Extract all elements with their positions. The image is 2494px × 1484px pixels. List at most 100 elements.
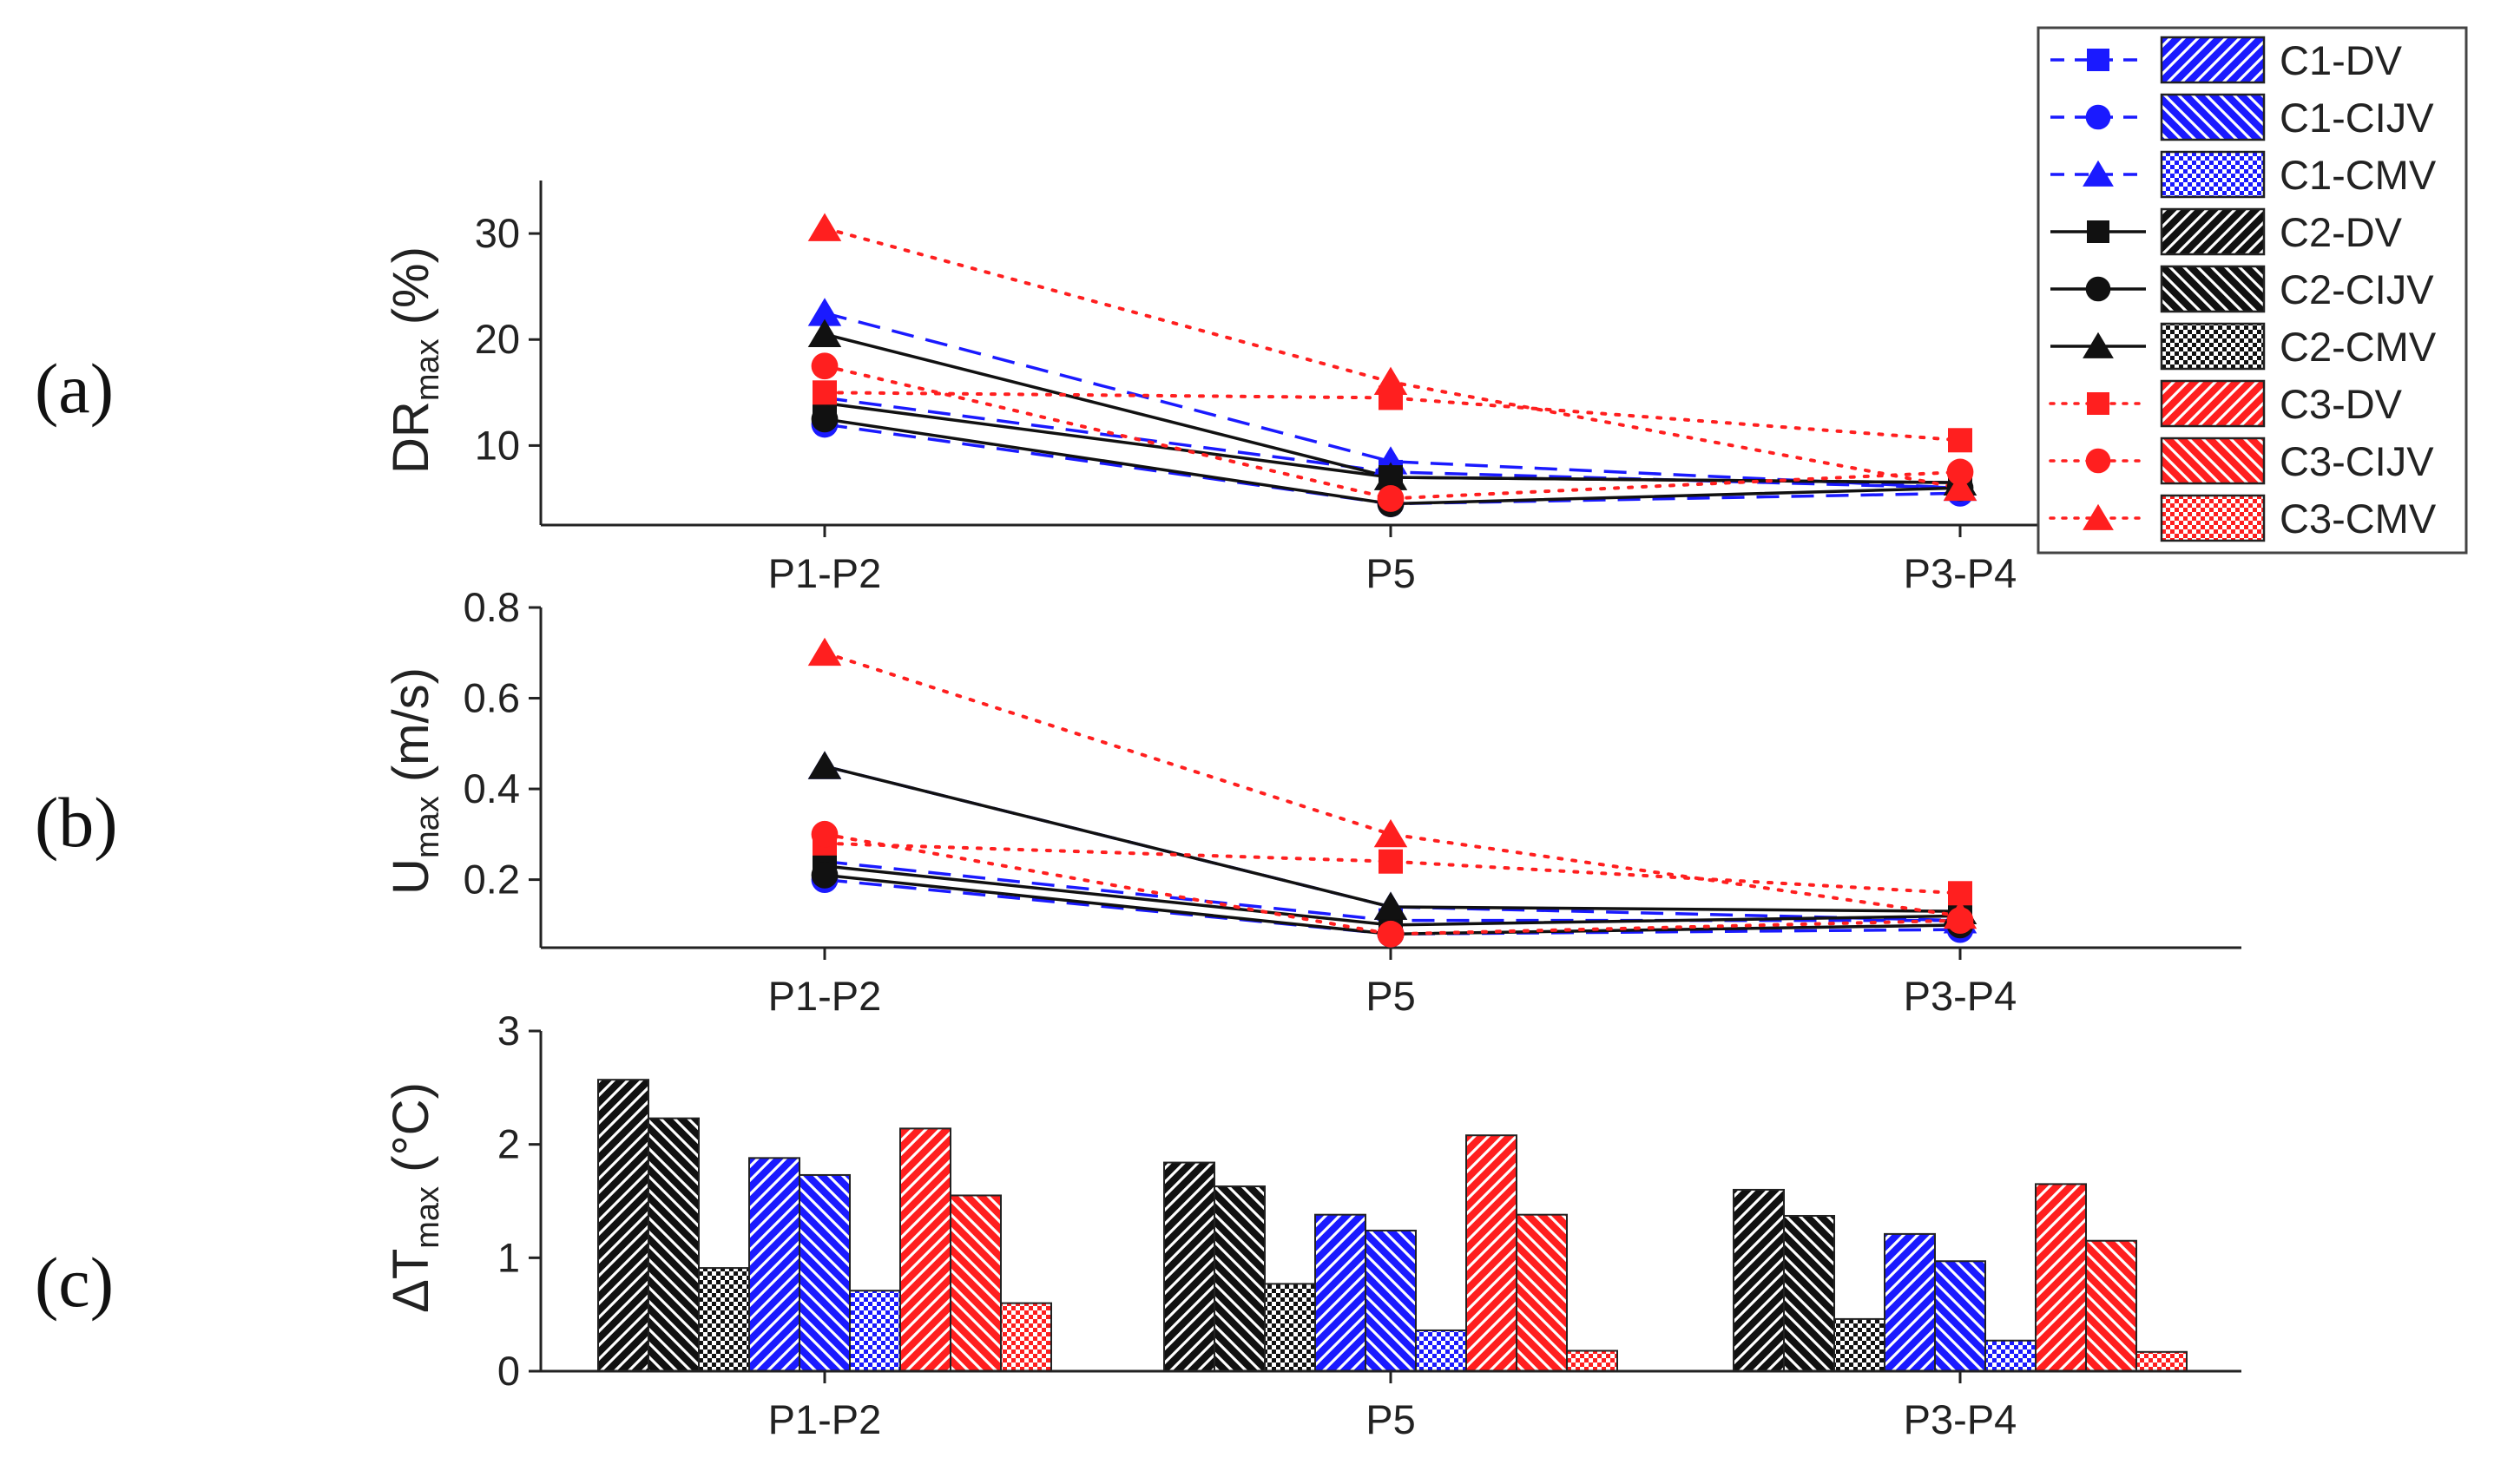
dt-bar-C3-CMV bbox=[1000, 1302, 1052, 1372]
dt-bar-C3-CIJV bbox=[950, 1194, 1002, 1373]
dt-bar-C2-CIJV bbox=[1214, 1185, 1266, 1372]
dt-ytick-label: 0 bbox=[497, 1348, 520, 1394]
legend-swatch-C2-CIJV bbox=[2160, 265, 2266, 313]
dr-xtick-label: P1-P2 bbox=[768, 550, 882, 596]
legend-label-C1-CMV: C1-CMV bbox=[2280, 152, 2437, 198]
dr-point-C3-DV bbox=[813, 380, 837, 405]
dr-point-C1-CMV bbox=[807, 298, 842, 326]
u-ytick-label: 0.6 bbox=[464, 675, 520, 721]
legend-swatch-C3-DV bbox=[2160, 379, 2266, 428]
legend-swatch-C3-CIJV bbox=[2160, 437, 2266, 485]
dr-point-C2-CIJV bbox=[811, 405, 839, 433]
legend-marker-C2-DV bbox=[2087, 220, 2109, 243]
dr-point-C3-DV bbox=[1948, 428, 1972, 453]
dr-ylabel: DRmax (%) bbox=[383, 246, 446, 474]
dt-bar-C2-CMV bbox=[1264, 1283, 1316, 1373]
dt-bar-C1-CIJV bbox=[1365, 1229, 1417, 1373]
dr-ytick-label: 10 bbox=[475, 422, 520, 468]
u-point-C3-CIJV bbox=[1377, 920, 1405, 948]
legend-marker-C1-CMV bbox=[2083, 160, 2114, 187]
dr-xtick-label: P3-P4 bbox=[1904, 550, 2017, 596]
dt-bar-C2-CMV bbox=[698, 1267, 750, 1373]
dt-bar-C2-CIJV bbox=[648, 1117, 700, 1372]
legend-label-C2-CMV: C2-CMV bbox=[2280, 324, 2437, 370]
legend-marker-C3-DV bbox=[2087, 392, 2109, 415]
dr-line-C3-CIJV bbox=[823, 364, 1962, 501]
dr-ytick-label: 30 bbox=[475, 210, 520, 256]
dt-bar-C3-CMV bbox=[1566, 1349, 1618, 1372]
dt-bar-C3-DV bbox=[1465, 1134, 1517, 1373]
u-point-C2-CMV bbox=[1373, 891, 1408, 920]
panel-label-b: (b) bbox=[35, 783, 118, 862]
legend-label-C1-DV: C1-DV bbox=[2280, 37, 2403, 83]
legend-swatch-C2-DV bbox=[2160, 207, 2266, 256]
panel-label-a: (a) bbox=[35, 349, 114, 428]
u-line-C3-DV bbox=[823, 841, 1962, 896]
legend-marker-C3-CIJV bbox=[2085, 448, 2111, 474]
dr-point-C2-CMV bbox=[1373, 462, 1408, 490]
dr-point-C3-CIJV bbox=[1946, 458, 1974, 486]
legend-label-C3-CMV: C3-CMV bbox=[2280, 496, 2437, 542]
legend-swatch-C1-CMV bbox=[2160, 150, 2266, 199]
u-ytick-label: 0.4 bbox=[464, 765, 520, 811]
legend-swatch-C1-CIJV bbox=[2160, 93, 2266, 141]
dt-bar-C1-CMV bbox=[849, 1290, 901, 1373]
u-ytick-label: 0.2 bbox=[464, 857, 520, 903]
dr-point-C3-CMV bbox=[1943, 472, 1977, 502]
panel-b-u-chart: 0.2 0.4 0.6 0.8 P1-P2 P5 P3-P4 Umax (m/s) bbox=[383, 584, 2241, 1019]
dt-ytick-label: 3 bbox=[497, 1008, 520, 1054]
legend-marker-C2-CMV bbox=[2083, 332, 2114, 358]
dt-bar-C1-CMV bbox=[1984, 1339, 2037, 1372]
u-point-C3-CMV bbox=[1943, 900, 1977, 929]
legend-label-C3-CIJV: C3-CIJV bbox=[2280, 438, 2434, 484]
legend-marker-C1-DV bbox=[2087, 49, 2109, 71]
u-line-C3-CMV bbox=[823, 651, 1962, 918]
legend-marker-C2-CIJV bbox=[2085, 276, 2111, 302]
dt-bar-C3-CMV bbox=[2135, 1350, 2188, 1372]
legend-label-C1-CIJV: C1-CIJV bbox=[2280, 95, 2434, 141]
dt-xtick-label: P3-P4 bbox=[1904, 1396, 2017, 1442]
dr-point-C3-CMV bbox=[807, 213, 842, 241]
dt-xtick-label: P1-P2 bbox=[768, 1396, 882, 1442]
dt-bar-C3-DV bbox=[2035, 1183, 2087, 1373]
dt-bar-C3-CIJV bbox=[1516, 1213, 1568, 1373]
dt-bar-C3-DV bbox=[899, 1127, 951, 1372]
legend-swatch-C1-DV bbox=[2160, 36, 2266, 84]
dr-point-C2-CMV bbox=[807, 318, 842, 347]
dt-ylabel: ΔTmax (°C) bbox=[383, 1082, 446, 1313]
dr-point-C3-CIJV bbox=[811, 352, 839, 380]
u-xtick-label: P5 bbox=[1365, 973, 1416, 1019]
legend-swatch-C3-CMV bbox=[2160, 494, 2266, 542]
legend: C1-DV C1-CIJV C1-CMV C2-DV C2-CIJV C2-CMV C3-D… bbox=[2037, 26, 2468, 555]
panel-label-c: (c) bbox=[35, 1243, 114, 1322]
u-ylabel: Umax (m/s) bbox=[383, 667, 446, 895]
panel-c-dt-chart: 0 1 2 3 P1-P2 P5 P3-P4 ΔTmax (°C) bbox=[383, 1008, 2241, 1442]
dr-ytick-label: 20 bbox=[475, 316, 520, 362]
u-point-C3-CIJV bbox=[811, 820, 839, 848]
u-xtick-label: P1-P2 bbox=[768, 973, 882, 1019]
dt-bar-C2-DV bbox=[1163, 1161, 1215, 1373]
dt-bar-C1-DV bbox=[1314, 1213, 1366, 1373]
dt-ytick-label: 2 bbox=[497, 1121, 520, 1167]
u-point-C3-CMV bbox=[807, 637, 842, 666]
legend-label-C2-DV: C2-DV bbox=[2280, 209, 2403, 255]
dt-bar-C1-DV bbox=[748, 1157, 800, 1373]
dt-bar-C3-CIJV bbox=[2085, 1239, 2137, 1372]
dt-ytick-label: 1 bbox=[497, 1234, 520, 1280]
dr-line-C1-CMV bbox=[824, 311, 1961, 489]
dt-bar-C1-DV bbox=[1884, 1232, 1936, 1372]
u-xtick-label: P3-P4 bbox=[1904, 973, 2017, 1019]
dt-bar-C2-DV bbox=[597, 1079, 649, 1372]
legend-marker-C1-CIJV bbox=[2085, 104, 2111, 130]
dt-xtick-label: P5 bbox=[1365, 1396, 1416, 1442]
dt-bar-C2-CIJV bbox=[1783, 1214, 1835, 1373]
legend-marker-C3-CMV bbox=[2083, 503, 2114, 530]
u-point-C2-CMV bbox=[807, 751, 842, 779]
dr-xtick-label: P5 bbox=[1365, 550, 1416, 596]
legend-label-C3-DV: C3-DV bbox=[2280, 381, 2403, 427]
u-point-C3-DV bbox=[1379, 849, 1403, 874]
legend-swatch-C2-CMV bbox=[2160, 322, 2266, 371]
dt-bar-C2-DV bbox=[1733, 1188, 1785, 1373]
dr-line-C3-DV bbox=[823, 391, 1962, 443]
